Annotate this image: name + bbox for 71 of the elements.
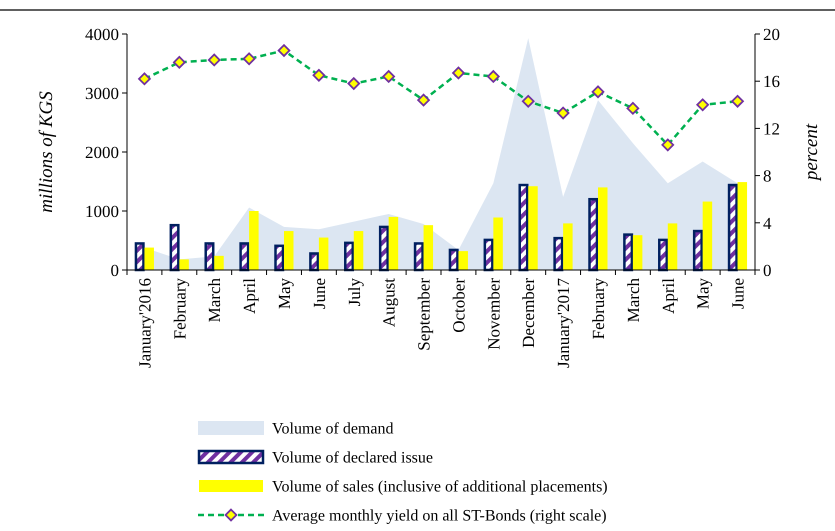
y2-tick-label: 20 bbox=[763, 24, 780, 44]
x-tick-label: April bbox=[658, 278, 678, 314]
x-tick-label: September bbox=[414, 278, 434, 351]
bar bbox=[632, 235, 642, 270]
bar bbox=[598, 187, 608, 270]
legend-label: Volume of declared issue bbox=[272, 450, 433, 467]
x-tick-label: June bbox=[310, 278, 329, 310]
bar bbox=[318, 238, 328, 270]
x-tick-label: January'2016 bbox=[135, 278, 154, 368]
bar bbox=[738, 182, 748, 270]
x-tick-label: July bbox=[344, 278, 364, 306]
bar bbox=[204, 242, 214, 272]
bar bbox=[179, 259, 189, 270]
x-tick-label: August bbox=[380, 278, 399, 328]
y2-tick-label: 4 bbox=[763, 214, 772, 233]
y2-tick-label: 0 bbox=[763, 260, 772, 280]
bar bbox=[274, 244, 284, 272]
bar bbox=[134, 242, 145, 272]
bar bbox=[668, 223, 678, 270]
y-tick-label: 4000 bbox=[85, 24, 119, 44]
x-tick-label: February bbox=[170, 278, 190, 340]
bar bbox=[518, 184, 528, 272]
y-tick-label: 1000 bbox=[85, 202, 119, 221]
x-tick-label: March bbox=[205, 278, 224, 322]
bar bbox=[623, 233, 634, 272]
bar bbox=[309, 252, 320, 272]
bar bbox=[563, 223, 573, 270]
bar bbox=[588, 198, 598, 272]
y2-axis-title: percent bbox=[801, 123, 822, 182]
x-tick-label: November bbox=[484, 278, 504, 350]
x-tick-label: March bbox=[624, 278, 643, 322]
bar bbox=[493, 217, 503, 270]
y-axis-title: millions of KGS bbox=[36, 90, 57, 213]
bar bbox=[388, 216, 398, 270]
bar bbox=[284, 231, 294, 270]
bar bbox=[354, 231, 364, 270]
bar bbox=[728, 184, 738, 272]
x-tick-label: May bbox=[694, 278, 713, 310]
bar bbox=[658, 238, 668, 272]
x-tick-label: February bbox=[589, 278, 608, 340]
bar bbox=[344, 242, 354, 272]
bar bbox=[553, 236, 564, 272]
x-tick-label: May bbox=[275, 278, 294, 310]
x-tick-label: October bbox=[449, 278, 468, 333]
y2-tick-label: 8 bbox=[763, 166, 772, 186]
y-tick-label: 0 bbox=[110, 260, 119, 280]
legend-label: Volume of sales (inclusive of additional placements) bbox=[272, 478, 608, 496]
bar bbox=[702, 202, 712, 270]
bar bbox=[458, 251, 468, 270]
y-tick-label: 3000 bbox=[85, 84, 119, 103]
bar bbox=[378, 226, 389, 272]
bar bbox=[214, 256, 224, 270]
legend-label: Volume of demand bbox=[272, 420, 394, 438]
x-tick-label: January'2017 bbox=[554, 278, 574, 368]
x-tick-label: December bbox=[519, 278, 538, 348]
bar bbox=[528, 186, 538, 270]
bar bbox=[448, 248, 459, 272]
bar bbox=[170, 224, 180, 272]
bar bbox=[144, 248, 154, 270]
bar bbox=[414, 242, 424, 272]
bar bbox=[692, 230, 703, 272]
bar bbox=[424, 225, 434, 270]
bar bbox=[239, 242, 250, 272]
y-tick-label: 2000 bbox=[85, 142, 119, 162]
y2-tick-label: 12 bbox=[763, 119, 780, 138]
bar bbox=[249, 211, 259, 270]
legend-label: Average monthly yield on all ST-Bonds (right scale) bbox=[272, 508, 607, 525]
y2-tick-label: 16 bbox=[763, 72, 780, 92]
x-tick-label: June bbox=[728, 278, 748, 310]
bar bbox=[484, 238, 494, 272]
x-tick-label: April bbox=[240, 278, 260, 314]
